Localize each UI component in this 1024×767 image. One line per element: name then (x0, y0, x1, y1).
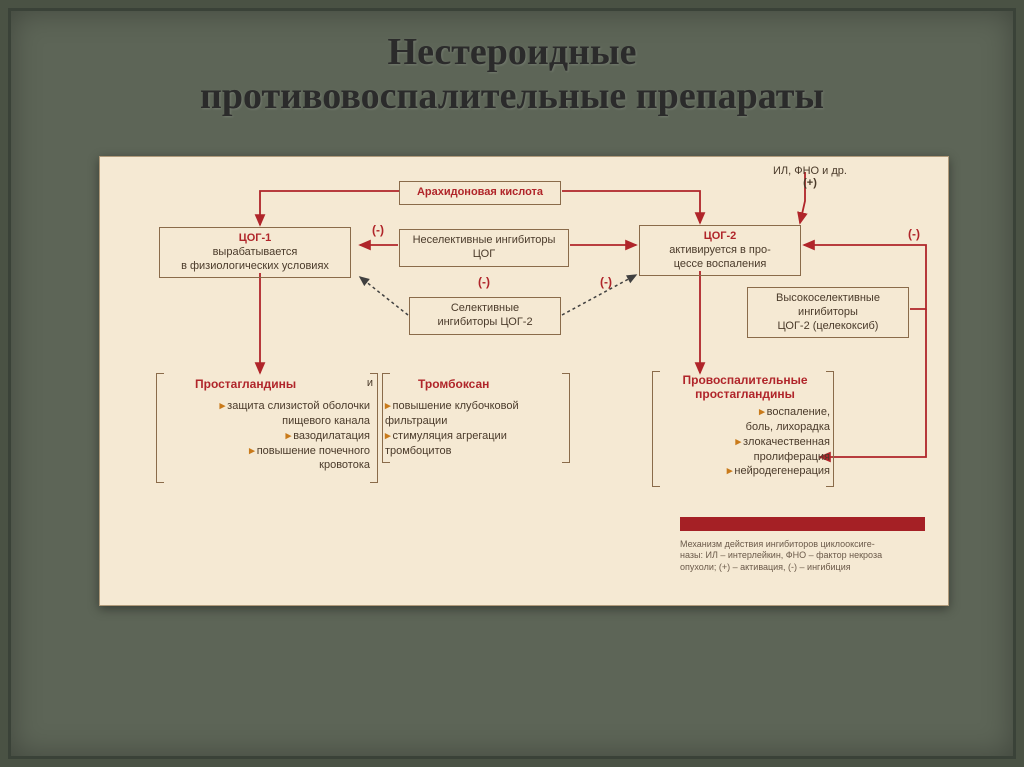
sign-minus-1: (-) (372, 223, 384, 237)
title-line-1: Нестероидные (388, 31, 637, 73)
box-cog1: ЦОГ-1вырабатываетсяв физиологических усл… (160, 227, 350, 278)
title-line-2: противовоспалительные препараты (200, 75, 824, 117)
box-cog2: ЦОГ-2активируется в про-цессе воспаления (640, 225, 800, 276)
box-highly-selective: ВысокоселективныеингибиторыЦОГ-2 (целеко… (748, 287, 908, 338)
section-thromboxane: Тромбоксан (418, 377, 489, 391)
bracket-mid2 (562, 373, 570, 463)
sign-minus-2: (-) (478, 275, 490, 289)
bracket-right (652, 371, 660, 487)
bracket-right2 (826, 371, 834, 487)
section-proinflammatory: Провоспалительные простагландины (660, 373, 830, 401)
legend-red-bar (680, 517, 925, 531)
slide-frame: Нестероидные противовоспалительные препа… (8, 8, 1016, 759)
box-selective-cog2: Селективныеингибиторы ЦОГ-2 (410, 297, 560, 335)
list-prostaglandins: ▸защита слизистой оболочкипищевого канал… (170, 399, 370, 473)
legend-caption: Механизм действия ингибиторов циклооксиг… (680, 539, 930, 573)
list-proinflammatory: ▸воспаление,боль, лихорадка▸злокачествен… (670, 405, 830, 479)
box-nonselective: Неселективные ингибиторыЦОГ (400, 229, 568, 267)
bracket-mid (382, 373, 390, 463)
bracket-left (156, 373, 164, 483)
section-prostaglandins: Простагландины (195, 377, 296, 391)
bracket-left2 (370, 373, 378, 483)
sign-minus-3: (-) (600, 275, 612, 289)
list-thromboxane: ▸повышение клубочковойфильтрации▸стимуля… (385, 399, 565, 458)
page-title: Нестероидные противовоспалительные препа… (11, 31, 1013, 118)
annot-il-fno: ИЛ, ФНО и др. (+) (760, 165, 860, 189)
box-arachidonic-acid: Арахидоновая кислота (400, 181, 560, 205)
diagram-panel: Арахидоновая кислота ЦОГ-1вырабатывается… (99, 156, 949, 606)
sign-minus-4: (-) (908, 227, 920, 241)
